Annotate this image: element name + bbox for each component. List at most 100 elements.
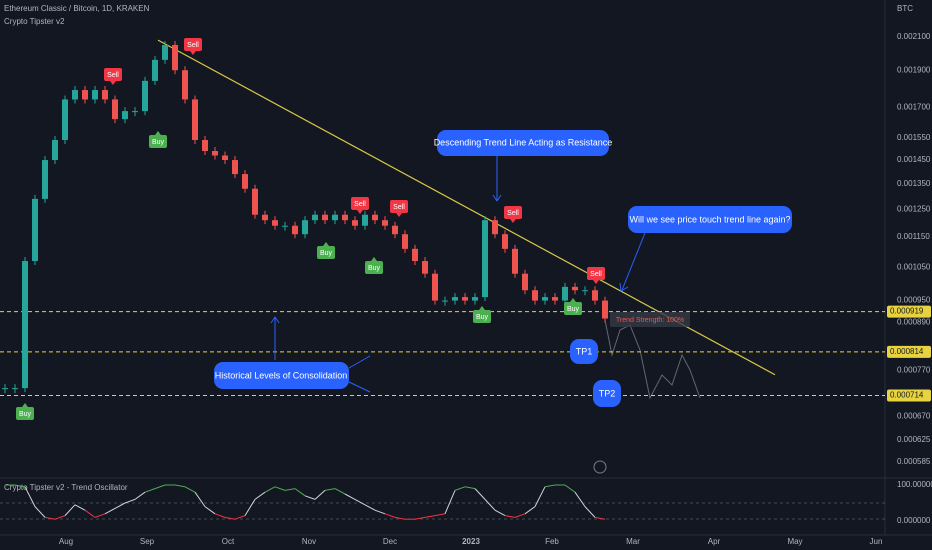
signal-box bbox=[564, 302, 582, 315]
osc-segment bbox=[564, 484, 576, 493]
candle bbox=[132, 111, 138, 113]
x-tick-label: Feb bbox=[545, 537, 559, 546]
callout-arrow bbox=[492, 194, 502, 202]
signal-label: Sell bbox=[107, 72, 119, 79]
osc-tick-label: 0.000000 bbox=[897, 516, 931, 525]
signal-box bbox=[365, 261, 383, 274]
osc-segment bbox=[424, 515, 436, 518]
candle bbox=[422, 261, 428, 274]
signal-label: Buy bbox=[19, 411, 32, 418]
candle bbox=[502, 234, 508, 249]
candle bbox=[62, 99, 68, 141]
osc-segment bbox=[264, 486, 276, 493]
candle bbox=[72, 90, 78, 100]
osc-segment bbox=[144, 488, 156, 493]
signal-pointer bbox=[110, 81, 116, 85]
signal-box bbox=[390, 200, 408, 213]
alert-icon bbox=[593, 460, 607, 474]
candle bbox=[352, 220, 358, 226]
y-tick-label: 0.001700 bbox=[897, 102, 931, 111]
osc-segment bbox=[154, 484, 166, 490]
osc-segment bbox=[524, 506, 536, 515]
indicator-name: Crypto Tipster v2 bbox=[4, 17, 65, 26]
osc-segment bbox=[14, 484, 26, 488]
osc-segment bbox=[474, 488, 486, 500]
tp-label: TP1 bbox=[576, 346, 593, 356]
y-tick-label: 0.001900 bbox=[897, 65, 931, 74]
osc-segment bbox=[544, 484, 556, 488]
osc-segment bbox=[304, 495, 316, 500]
level-tag bbox=[887, 305, 931, 318]
candle bbox=[12, 388, 18, 390]
osc-segment bbox=[174, 484, 186, 488]
candle bbox=[182, 70, 188, 100]
osc-segment bbox=[194, 491, 206, 507]
candle bbox=[512, 248, 518, 274]
signal-pointer bbox=[510, 219, 516, 223]
osc-segment bbox=[534, 486, 546, 507]
osc-segment bbox=[334, 488, 346, 495]
signal-label: Sell bbox=[393, 204, 405, 211]
y-tick-label: 0.000585 bbox=[897, 457, 931, 466]
osc-segment bbox=[24, 486, 36, 507]
osc-segment bbox=[214, 513, 226, 518]
level-tag bbox=[887, 389, 931, 402]
osc-segment bbox=[384, 513, 396, 518]
signal-box bbox=[587, 267, 605, 280]
signal-pointer bbox=[371, 257, 377, 261]
signal-label: Sell bbox=[354, 201, 366, 208]
candle bbox=[52, 140, 58, 161]
x-tick-label: Sep bbox=[140, 537, 155, 546]
candle bbox=[212, 150, 218, 156]
candle bbox=[82, 90, 88, 100]
callout-arrow bbox=[621, 232, 646, 291]
osc-segment bbox=[234, 515, 246, 520]
x-tick-label: Apr bbox=[708, 537, 721, 546]
signal-box bbox=[104, 68, 122, 81]
candle bbox=[172, 44, 178, 71]
candle bbox=[482, 220, 488, 298]
osc-segment bbox=[204, 506, 216, 515]
x-tick-label: Dec bbox=[383, 537, 397, 546]
tp-box bbox=[593, 380, 621, 407]
y-tick-label: 0.000670 bbox=[897, 412, 931, 421]
osc-segment bbox=[124, 498, 136, 504]
candle bbox=[22, 261, 28, 389]
candle bbox=[252, 188, 258, 215]
x-tick-label: Mar bbox=[626, 537, 640, 546]
signal-pointer bbox=[570, 298, 576, 302]
signal-label: Buy bbox=[476, 314, 489, 321]
y-tick-label: 0.001550 bbox=[897, 133, 931, 142]
candle bbox=[312, 214, 318, 221]
candle bbox=[92, 90, 98, 100]
candle bbox=[232, 160, 238, 175]
signal-pointer bbox=[357, 210, 363, 214]
callout-box bbox=[214, 362, 349, 389]
y-tick-label: 0.001250 bbox=[897, 204, 931, 213]
osc-segment bbox=[224, 516, 236, 520]
candle bbox=[142, 80, 148, 112]
x-tick-label: May bbox=[787, 537, 802, 546]
osc-segment bbox=[584, 506, 596, 518]
callout-box bbox=[437, 130, 609, 156]
y-tick-label: 0.001150 bbox=[897, 232, 930, 241]
osc-segment bbox=[64, 504, 76, 516]
candle bbox=[32, 198, 38, 262]
candle bbox=[322, 214, 328, 221]
candle bbox=[552, 297, 558, 301]
signal-label: Sell bbox=[590, 271, 602, 278]
osc-segment bbox=[294, 488, 306, 497]
signal-label: Buy bbox=[320, 250, 333, 257]
candle bbox=[402, 234, 408, 249]
osc-segment bbox=[594, 516, 606, 520]
candle bbox=[192, 99, 198, 141]
signal-box bbox=[317, 246, 335, 259]
y-tick-label: 0.000950 bbox=[897, 296, 931, 305]
candle bbox=[472, 297, 478, 301]
signal-box bbox=[16, 407, 34, 420]
candle bbox=[292, 225, 298, 235]
candle bbox=[42, 160, 48, 199]
y-tick-label: 0.000625 bbox=[897, 435, 931, 444]
signal-pointer bbox=[190, 51, 196, 55]
